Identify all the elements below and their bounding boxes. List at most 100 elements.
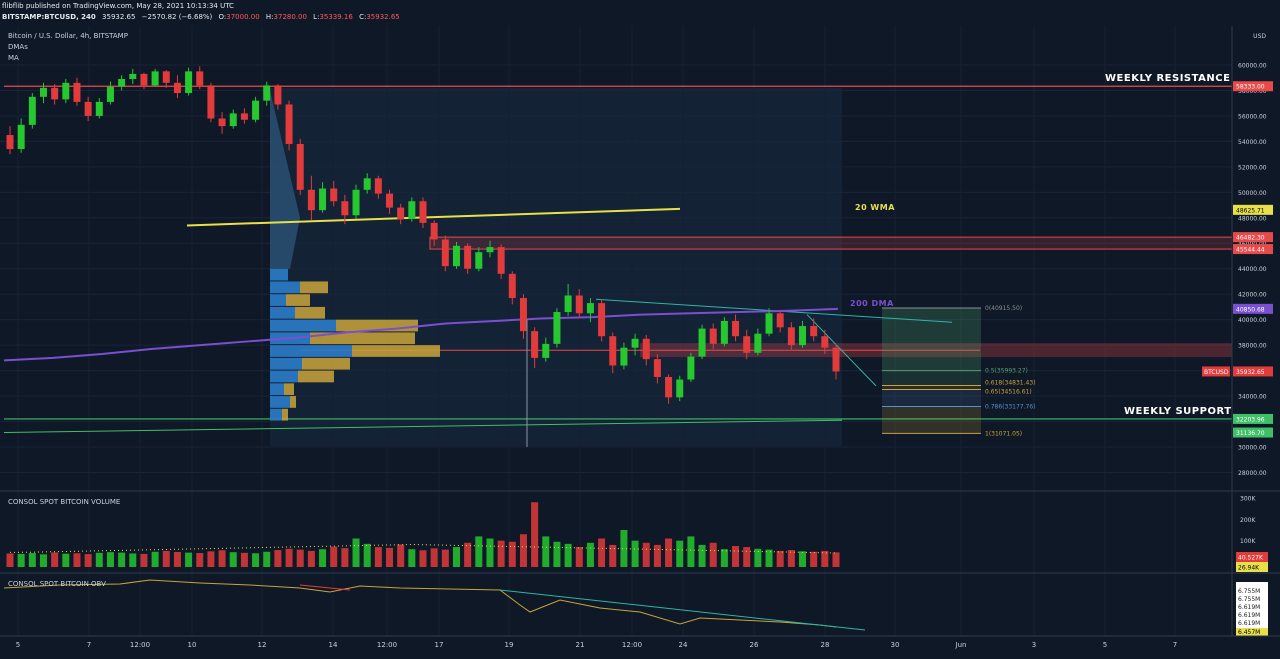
candle-body xyxy=(129,73,137,80)
volume-bar xyxy=(408,549,416,567)
candle-body xyxy=(787,327,795,346)
candle-body xyxy=(698,328,706,357)
last-price: 35932.65 xyxy=(102,13,136,21)
volume-bar xyxy=(542,536,550,567)
price-tick-label: 28000.00 xyxy=(1238,470,1267,477)
candle-body xyxy=(665,376,673,398)
short-trendline xyxy=(806,314,877,387)
price-tick-label: 56000.00 xyxy=(1238,113,1267,120)
volume-bar xyxy=(162,550,170,567)
candle-body xyxy=(553,312,561,344)
candle-body xyxy=(307,189,315,211)
fib-level-label: 0.618(34831.43) xyxy=(985,379,1036,386)
price-axis[interactable]: 28000.0030000.0032000.0034000.0036000.00… xyxy=(1202,63,1273,637)
candle-body xyxy=(162,71,170,83)
volume-bar xyxy=(17,553,25,567)
price-tag-text: 46482.30 xyxy=(1236,235,1265,242)
volume-profile-row xyxy=(270,345,352,357)
volume-bar xyxy=(39,554,47,567)
volume-profile-row xyxy=(352,345,440,357)
candle-body xyxy=(196,71,204,86)
candle-body xyxy=(95,101,103,116)
volume-profile-row xyxy=(284,383,294,396)
candle-body xyxy=(430,222,438,240)
volume-price-tag xyxy=(1236,562,1268,572)
candle-body xyxy=(765,313,773,334)
volume-bar xyxy=(787,550,795,567)
candle-body xyxy=(397,207,405,220)
volume-bar xyxy=(218,550,226,567)
volume-price-tag-text: 40.527K xyxy=(1238,555,1264,562)
legend-dmas[interactable]: DMAs xyxy=(8,43,28,51)
volume-bar xyxy=(776,550,784,567)
symbol-name[interactable]: BITSTAMP:BTCUSD, 240 xyxy=(2,13,96,21)
volume-bar xyxy=(341,548,349,567)
symbol-price-tag-text: BTCUSD xyxy=(1204,369,1229,376)
candle-body xyxy=(6,135,14,150)
candle-body xyxy=(151,71,159,86)
price-tag-text: 35932.65 xyxy=(1236,369,1265,376)
candle-body xyxy=(319,188,327,211)
fib-band xyxy=(882,370,981,386)
candle-body xyxy=(330,188,338,202)
volume-profile-row xyxy=(300,281,328,294)
price-tick-label: 40000.00 xyxy=(1238,317,1267,324)
volume-profile-row xyxy=(270,396,290,408)
volume-bar xyxy=(698,544,706,567)
time-tick-label: 14 xyxy=(329,641,338,649)
volume-profile-row xyxy=(270,370,298,383)
legend-ma[interactable]: MA xyxy=(8,54,19,62)
price-tick-label: 54000.00 xyxy=(1238,139,1267,146)
price-change: −2570.82 (−6.68%) xyxy=(141,13,213,21)
candle-body xyxy=(709,328,717,344)
volume-bar xyxy=(743,547,751,567)
volume-profile-row xyxy=(270,306,295,319)
candle-body xyxy=(51,87,59,100)
volume-bar xyxy=(129,553,137,567)
candle-body xyxy=(118,79,126,87)
time-axis[interactable]: 5 7 12:00 10 12 14 12:00 17 19 21 12:00 24 26 28 30 Jun… xyxy=(16,641,1177,649)
candle-body xyxy=(106,86,114,102)
candle-body xyxy=(631,338,639,348)
candle-body xyxy=(207,85,215,119)
obv-axis-box xyxy=(1236,582,1268,634)
dma200-line xyxy=(3,307,839,362)
obv-red-segment xyxy=(299,584,351,591)
volume-bar xyxy=(106,552,114,567)
candle-body xyxy=(720,320,728,344)
low-value: 35339.16 xyxy=(319,13,353,21)
candle-body xyxy=(564,295,572,313)
volume-bar xyxy=(452,547,460,567)
volume-profile-row xyxy=(286,294,310,306)
volume-tick-label: 300K xyxy=(1240,496,1256,503)
high-label: H: xyxy=(265,13,274,21)
price-tag-text: 45544.44 xyxy=(1236,247,1265,254)
volume-profile-row xyxy=(290,396,296,408)
candle-body xyxy=(419,201,427,223)
volume-bar xyxy=(464,542,472,567)
close-label: C: xyxy=(359,13,367,21)
volume-profile-row xyxy=(310,332,415,345)
price-tag-text: 48625.71 xyxy=(1236,207,1265,214)
legend-title[interactable]: Bitcoin / U.S. Dollar, 4h, BITSTAMP xyxy=(8,32,128,40)
volume-bar xyxy=(397,544,405,567)
candle-body xyxy=(542,343,550,358)
volume-bar xyxy=(486,538,494,567)
candle-body xyxy=(609,336,617,366)
candle-body xyxy=(173,82,181,94)
price-tag xyxy=(1233,244,1273,255)
candle-body xyxy=(531,331,539,358)
candle-body xyxy=(73,82,81,102)
volume-profile-zone xyxy=(270,88,842,446)
candle-body xyxy=(586,303,594,314)
volume-panel-label[interactable]: CONSOL SPOT BITCOIN VOLUME xyxy=(8,498,121,506)
obv-panel-label[interactable]: CONSOL SPOT BITCOIN OBV xyxy=(8,580,106,588)
wma20-line xyxy=(186,207,681,227)
candle-body xyxy=(296,143,304,190)
candle-body xyxy=(341,201,349,216)
time-tick-label: 24 xyxy=(679,641,688,649)
volume-bar xyxy=(497,540,505,567)
candle-body xyxy=(620,347,628,366)
price-tag xyxy=(1233,413,1273,424)
